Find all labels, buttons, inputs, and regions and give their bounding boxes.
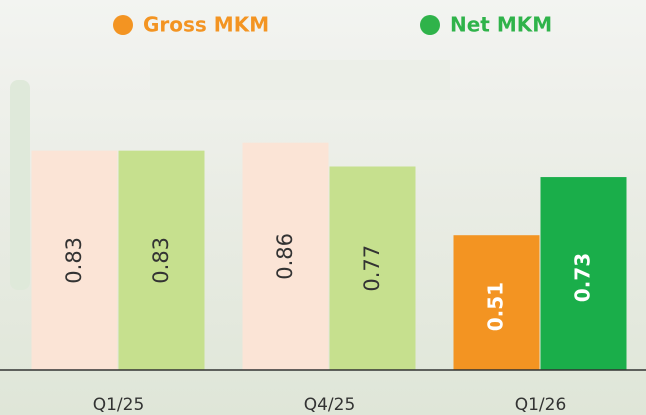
legend-marker bbox=[420, 15, 440, 35]
x-tick-label: Q1/25 bbox=[93, 395, 145, 415]
bar bbox=[540, 177, 627, 370]
value-label: 0.86 bbox=[273, 233, 297, 280]
value-label: 0.83 bbox=[62, 237, 86, 284]
background-sign bbox=[10, 80, 30, 290]
bar bbox=[118, 150, 205, 370]
background-building bbox=[150, 60, 450, 100]
value-label: 0.77 bbox=[360, 245, 384, 292]
x-tick-label: Q4/25 bbox=[304, 395, 356, 415]
bar bbox=[329, 166, 416, 370]
legend-label: Net MKM bbox=[450, 13, 552, 37]
bar bbox=[31, 150, 118, 370]
plot: 0.83 0.83 0.86 0.77 0.51 0.73 bbox=[31, 142, 627, 370]
legend-marker bbox=[113, 15, 133, 35]
value-label: 0.51 bbox=[484, 282, 508, 331]
value-label: 0.73 bbox=[571, 253, 595, 302]
legend-label: Gross MKM bbox=[143, 13, 269, 37]
bar bbox=[242, 142, 329, 370]
legend: Gross MKM Net MKM bbox=[113, 13, 552, 37]
bar bbox=[453, 235, 540, 370]
value-label: 0.83 bbox=[149, 237, 173, 284]
x-tick-label: Q1/26 bbox=[515, 395, 567, 415]
